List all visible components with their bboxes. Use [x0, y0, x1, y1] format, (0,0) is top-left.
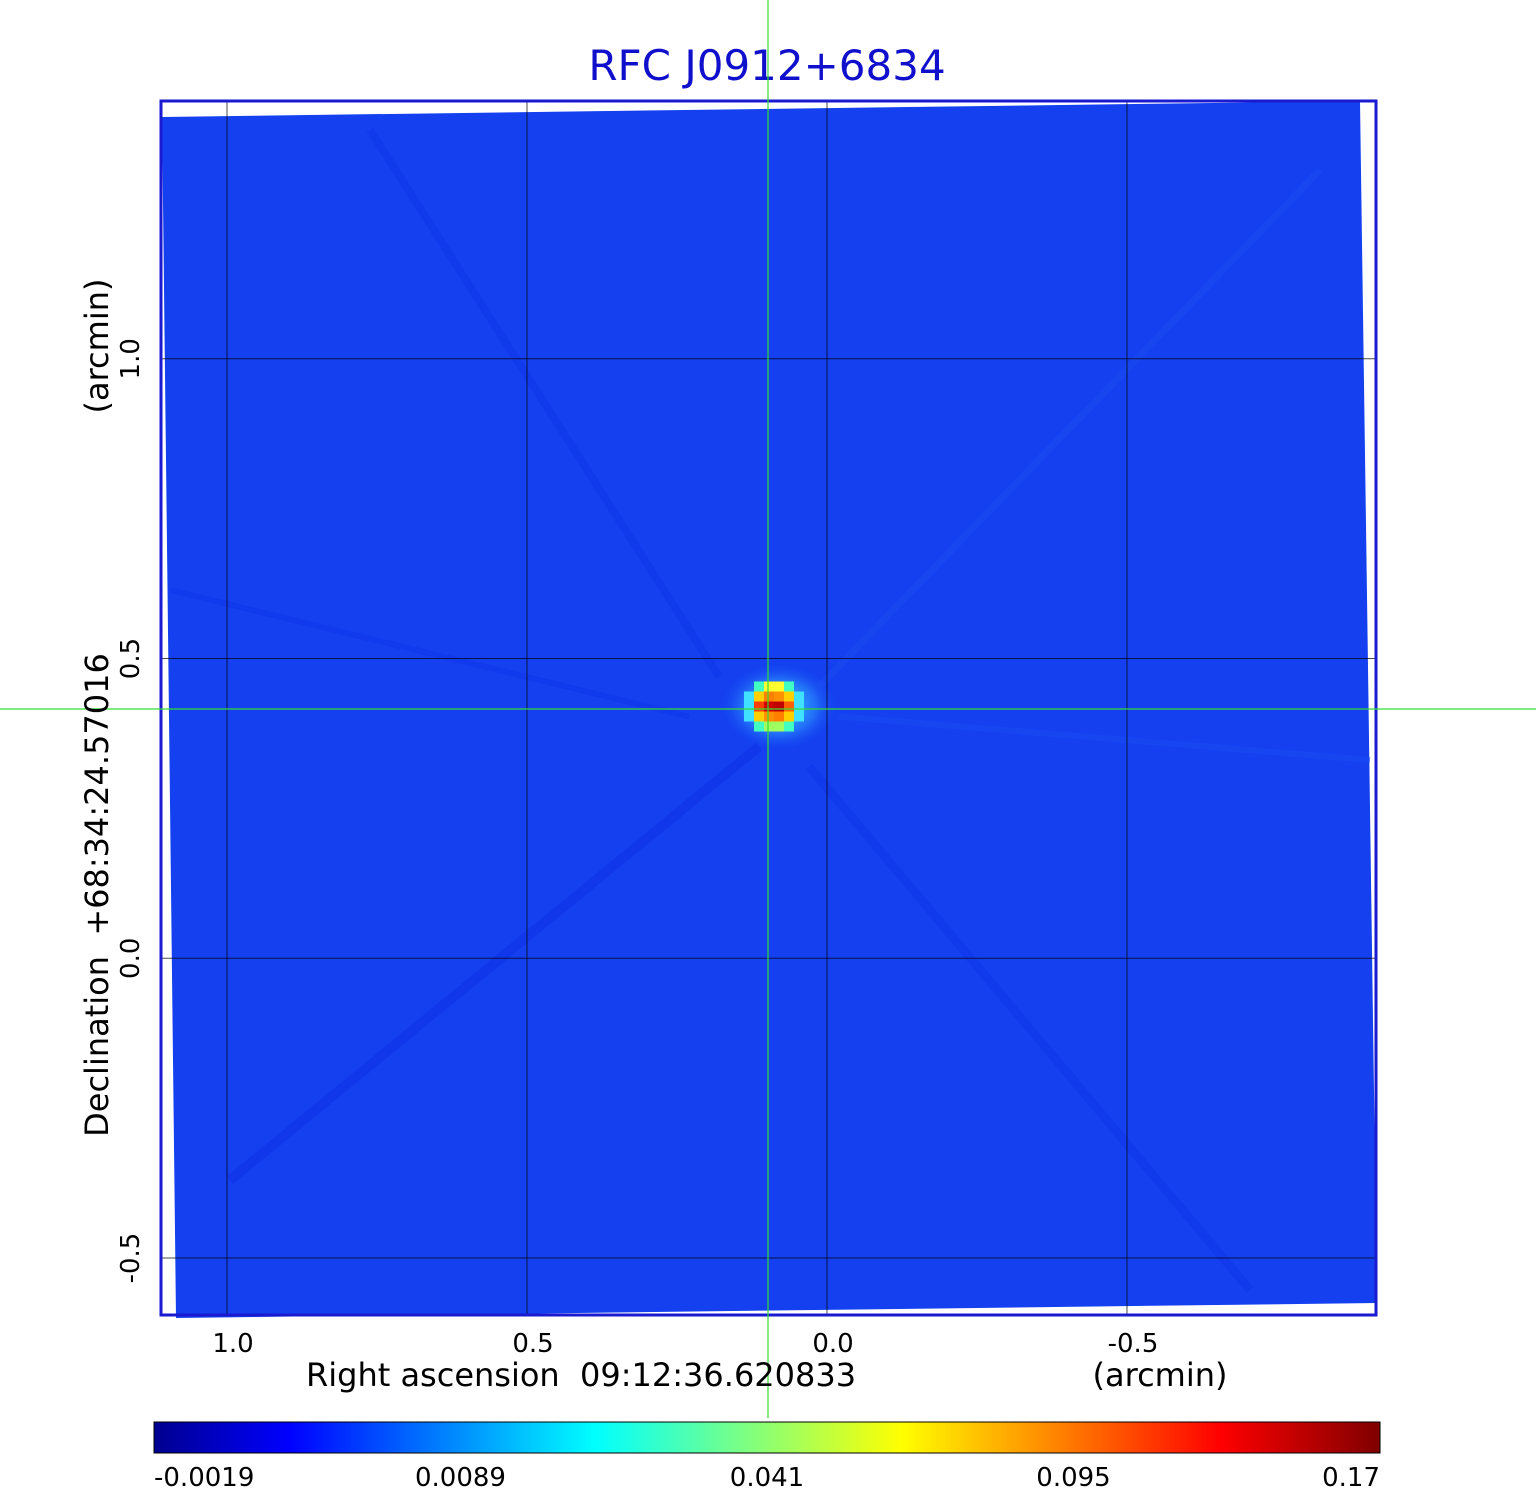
sidelobe-stripe	[366, 127, 723, 679]
y-tick-label: 0.0	[116, 938, 146, 979]
sidelobe-stripe	[226, 742, 763, 1184]
y-tick-label: -0.5	[116, 1233, 146, 1284]
x-tick-label: 0.0	[812, 1329, 853, 1359]
sidelobe-stripe	[805, 763, 1254, 1293]
y-tick-label: 1.0	[116, 338, 146, 379]
source-pixel	[764, 681, 774, 692]
y-axis-label: Declination +68:34:24.57016	[78, 653, 116, 1137]
source-pixel	[754, 721, 764, 732]
source-pixel	[744, 701, 754, 712]
source-pixel	[774, 721, 784, 732]
source-pixel	[764, 711, 774, 722]
source-pixel	[784, 681, 794, 692]
source-pixel	[794, 701, 804, 712]
x-tick-label: 1.0	[212, 1329, 253, 1359]
sidelobe-artifacts	[169, 127, 1371, 1293]
colorbar-tick-label: 0.0089	[415, 1463, 506, 1493]
y-tick-labels: 1.0 0.5 0.0 -0.5	[116, 338, 146, 1283]
colorbar-tick-label: -0.0019	[154, 1463, 254, 1493]
x-tick-label: -0.5	[1108, 1329, 1159, 1359]
source-blob	[719, 661, 839, 752]
colorbar-tick-labels: -0.0019 0.0089 0.041 0.095 0.17	[154, 1463, 1380, 1493]
y-tick-label: 0.5	[116, 638, 146, 679]
source-pixel	[754, 691, 764, 702]
crosshair	[0, 0, 1536, 1418]
source-pixel	[764, 691, 774, 702]
x-tick-label: 0.5	[512, 1329, 553, 1359]
colorbar	[153, 1421, 1381, 1454]
source-pixel	[754, 701, 764, 712]
source-pixel	[784, 721, 794, 732]
x-axis-label: Right ascension 09:12:36.620833	[306, 1356, 856, 1394]
sidelobe-stripe	[169, 587, 690, 720]
source-pixel	[774, 701, 784, 712]
x-axis-unit: (arcmin)	[1093, 1356, 1228, 1394]
source-pixel	[764, 701, 774, 712]
source-pixel	[784, 701, 794, 712]
source-pixel	[784, 691, 794, 702]
source-pixel	[744, 711, 754, 722]
source-pixel	[774, 711, 784, 722]
colorbar-tick-label: 0.041	[730, 1463, 804, 1493]
colorbar-tick-label: 0.17	[1322, 1463, 1380, 1493]
source-pixel	[794, 691, 804, 702]
source-pixel	[744, 691, 754, 702]
chart-title: RFC J0912+6834	[588, 41, 945, 90]
sidelobe-stripe	[838, 713, 1371, 763]
x-tick-labels: 1.0 0.5 0.0 -0.5	[212, 1329, 1158, 1359]
source-pixel	[774, 691, 784, 702]
source-pixel	[784, 711, 794, 722]
source-pixel	[794, 711, 804, 722]
y-axis-unit: (arcmin)	[78, 279, 116, 414]
source-pixel	[754, 681, 764, 692]
sidelobe-stripe	[816, 167, 1323, 689]
source-pixel	[774, 681, 784, 692]
colorbar-tick-label: 0.095	[1036, 1463, 1110, 1493]
source-pixel	[754, 711, 764, 722]
source-pixel	[764, 721, 774, 732]
